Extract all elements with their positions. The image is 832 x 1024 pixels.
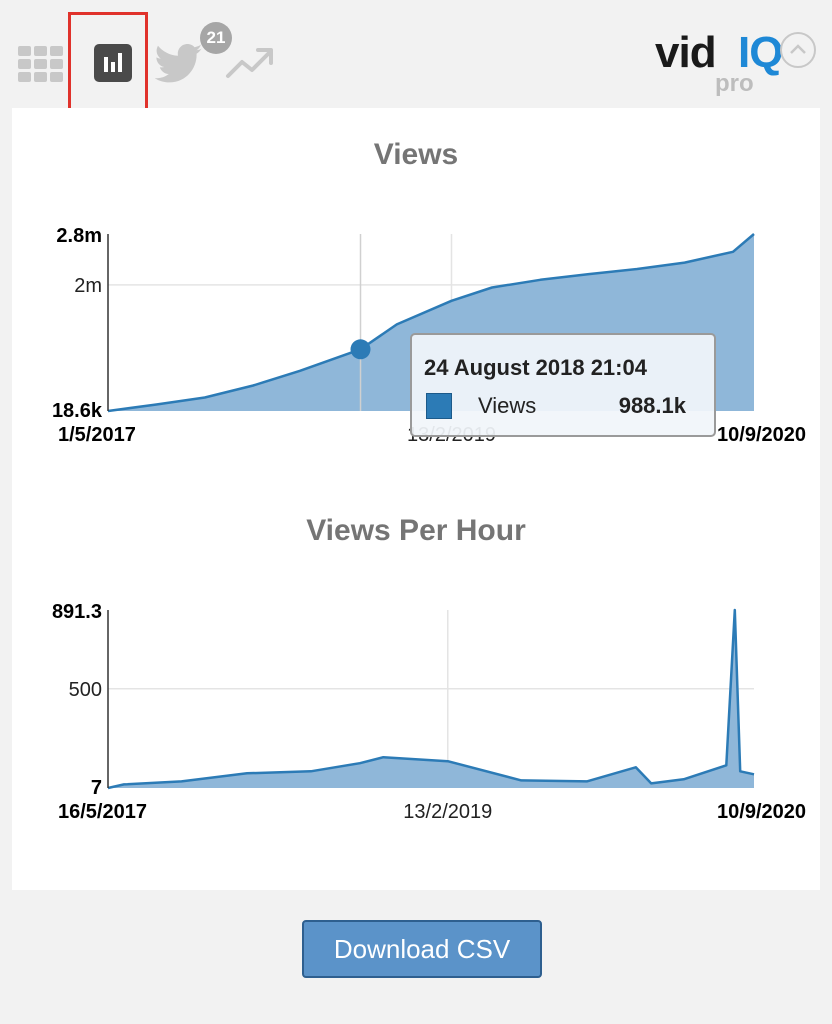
vph-y-label-min: 7 [91, 777, 102, 799]
views-per-hour-chart-title: Views Per Hour [306, 514, 526, 547]
views-y-label-max: 2.8m [56, 225, 102, 247]
logo-text: vid [655, 28, 717, 77]
tooltip-series-name: Views [478, 393, 537, 418]
vph-y-label-max: 891.3 [52, 601, 102, 623]
grid-icon[interactable] [18, 46, 64, 82]
vph-series-line [107, 608, 755, 790]
tooltip-series-swatch [426, 393, 452, 419]
views-y-label-min: 18.6k [52, 400, 103, 422]
notification-badge: 21 [200, 22, 232, 54]
views-x-label-start: 1/5/2017 [58, 424, 136, 446]
chevron-up-icon[interactable] [780, 32, 816, 68]
vph-x-label-mid: 13/2/2019 [403, 801, 492, 823]
views-series-line [107, 233, 755, 413]
trending-icon[interactable] [224, 44, 276, 80]
vph-x-label-start: 16/5/2017 [58, 801, 147, 823]
vph-x-label-end: 10/9/2020 [717, 801, 806, 823]
tooltip-value: 988.1k [618, 393, 686, 418]
top-bar: 21 vid IQ pro [0, 0, 832, 115]
views-chart-title: Views [373, 138, 459, 171]
vidiq-logo: vid IQ pro [655, 20, 783, 100]
download-csv-button[interactable]: Download CSV [302, 920, 542, 978]
tooltip-title: 24 August 2018 21:04 [424, 355, 647, 380]
twitter-icon[interactable] [155, 44, 203, 84]
views-highlight-point [350, 339, 371, 360]
chart-tooltip: 24 August 2018 21:04 Views 988.1k [410, 333, 716, 437]
views-y-label-mid: 2m [74, 275, 102, 297]
logo-accent: IQ [738, 28, 783, 77]
logo-tier: pro [715, 70, 754, 97]
bar-chart-icon[interactable] [94, 44, 132, 82]
vph-y-label-mid: 500 [69, 679, 102, 701]
views-x-label-end: 10/9/2020 [717, 424, 806, 446]
